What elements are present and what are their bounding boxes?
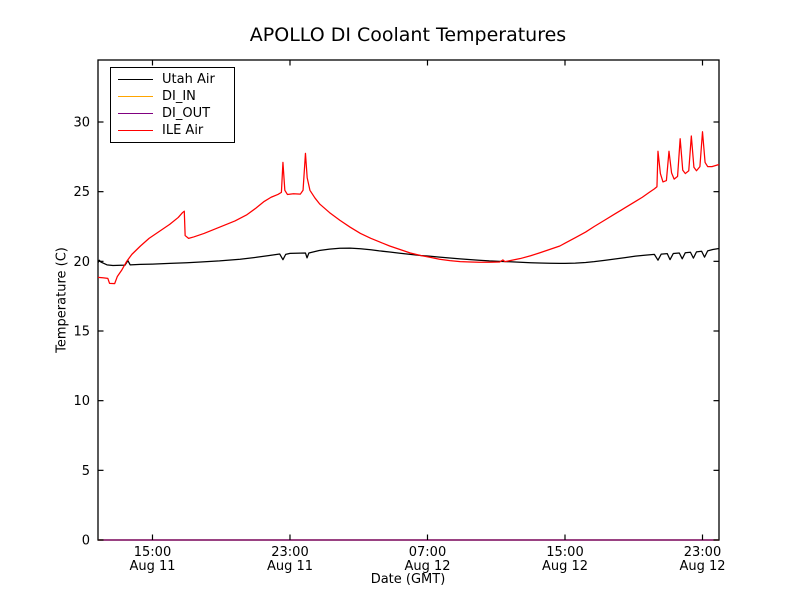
legend-entry-label: Utah Air bbox=[162, 72, 215, 87]
legend-entry-label: DI_IN bbox=[162, 89, 196, 104]
y-tick-label: 0 bbox=[82, 534, 90, 549]
x-tick-label-time: 23:00 bbox=[271, 545, 308, 560]
legend-entry-label: DI_OUT bbox=[162, 106, 211, 121]
legend-entry-di-out: DI_OUT bbox=[118, 105, 228, 122]
chart-title: APOLLO DI Coolant Temperatures bbox=[249, 24, 567, 46]
y-axis-label: Temperature (C) bbox=[54, 247, 70, 353]
y-tick-label: 30 bbox=[73, 116, 90, 131]
x-tick-label-date: Aug 12 bbox=[542, 559, 588, 574]
legend: Utah Air DI_IN DI_OUT ILE Air bbox=[110, 67, 235, 143]
x-axis-label: Date (GMT) bbox=[370, 572, 446, 587]
x-tick-label-date: Aug 12 bbox=[679, 559, 725, 574]
x-tick-label-time: 23:00 bbox=[684, 545, 721, 560]
x-tick-label-date: Aug 11 bbox=[129, 559, 175, 574]
y-tick-label: 20 bbox=[73, 255, 90, 270]
x-tick-label-time: 07:00 bbox=[409, 545, 446, 560]
legend-entry-di-in: DI_IN bbox=[118, 88, 228, 105]
legend-line-sample bbox=[118, 79, 153, 80]
legend-entry-label: ILE Air bbox=[162, 123, 204, 138]
x-tick-label-time: 15:00 bbox=[546, 545, 583, 560]
series-line-utah-air bbox=[97, 247, 720, 267]
y-tick-label: 10 bbox=[73, 394, 90, 409]
y-tick-label: 5 bbox=[82, 464, 90, 479]
legend-line-sample bbox=[118, 130, 153, 131]
x-tick-label-date: Aug 12 bbox=[404, 559, 450, 574]
y-tick-label: 15 bbox=[73, 325, 90, 340]
legend-line-sample bbox=[118, 113, 153, 114]
legend-line-sample bbox=[118, 96, 153, 97]
series-line-ile-air bbox=[97, 131, 720, 285]
legend-entry-utah-air: Utah Air bbox=[118, 71, 228, 88]
x-tick-label-time: 15:00 bbox=[134, 545, 171, 560]
x-tick-label-date: Aug 11 bbox=[267, 559, 313, 574]
y-tick-label: 25 bbox=[73, 185, 90, 200]
legend-entry-ile-air: ILE Air bbox=[118, 122, 228, 139]
